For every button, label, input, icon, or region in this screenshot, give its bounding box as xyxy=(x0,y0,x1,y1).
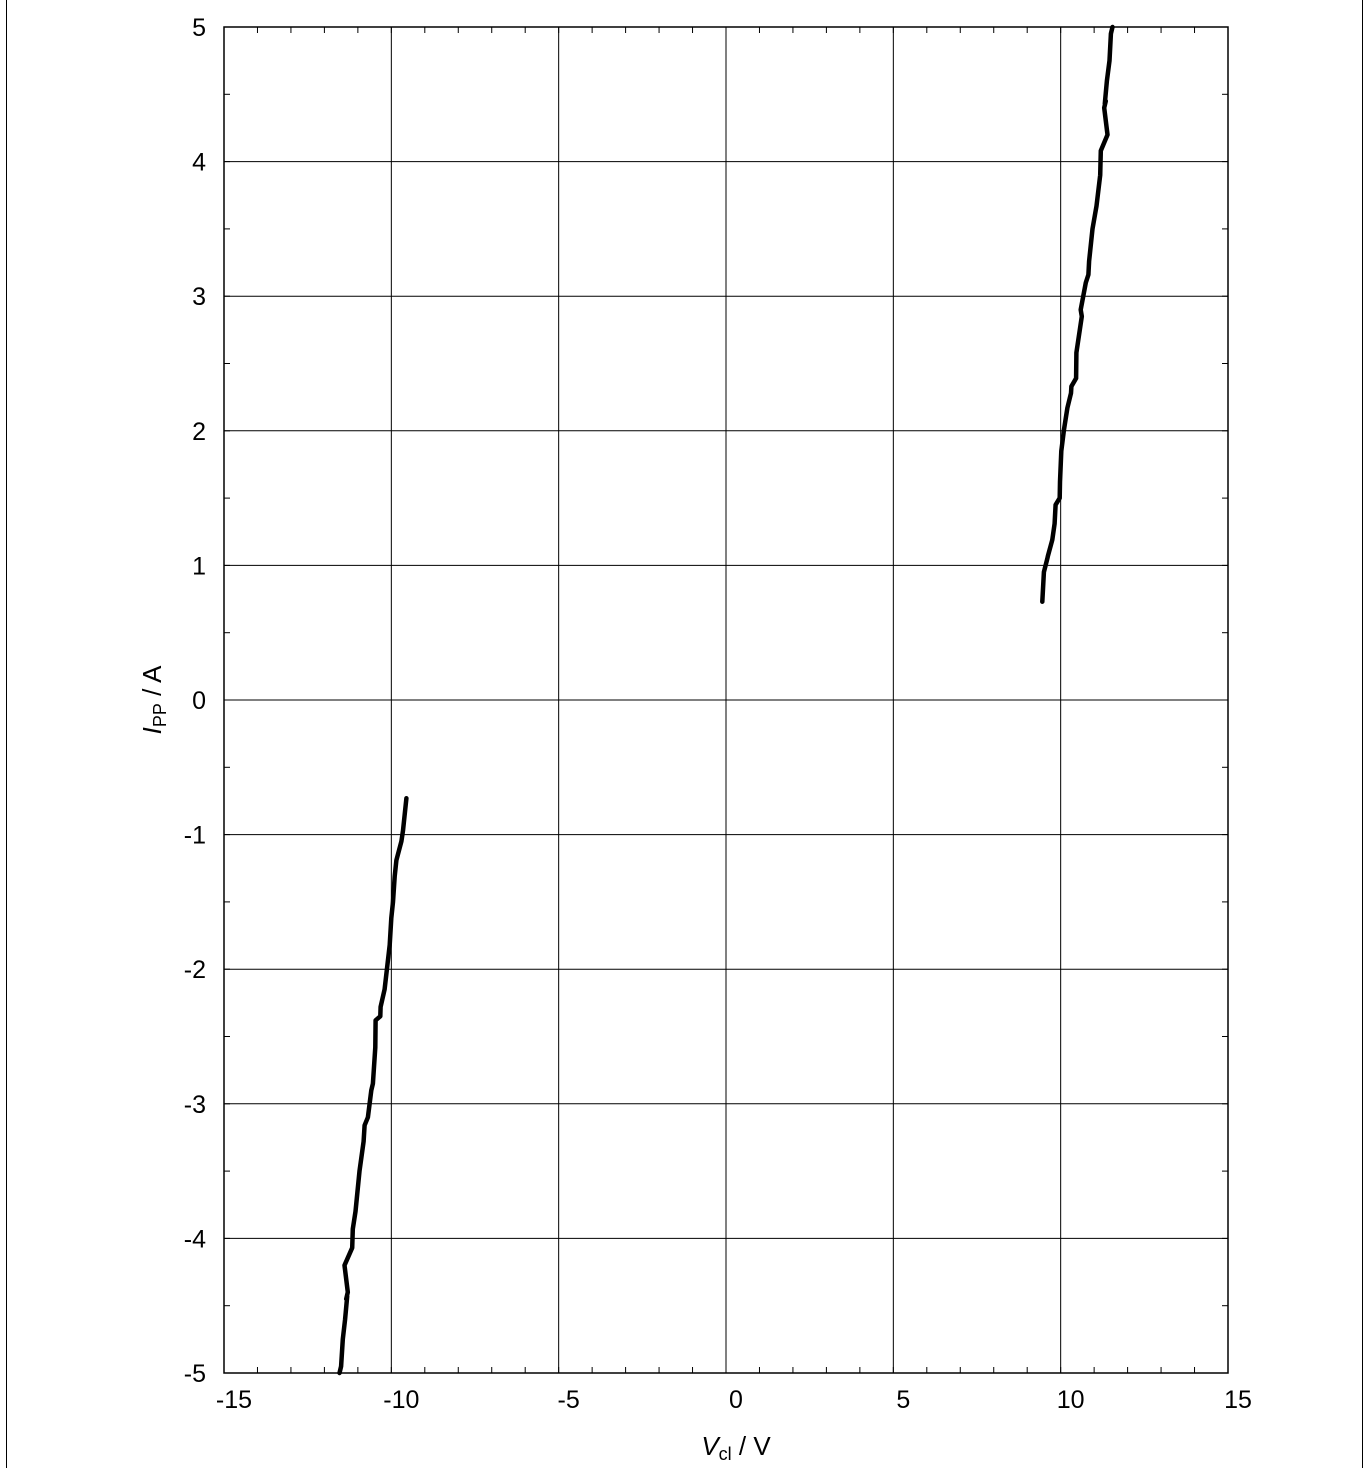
y-tick-label: 1 xyxy=(192,552,206,580)
x-tick-label: 0 xyxy=(729,1386,743,1414)
y-axis-label-sub: PP xyxy=(150,703,170,727)
chart-frame xyxy=(6,0,1363,1468)
y-axis-label: IPP / A xyxy=(137,665,170,734)
y-tick-label: 2 xyxy=(192,418,206,446)
x-tick-labels: -15 -10 -5 0 5 10 15 xyxy=(216,1386,1252,1414)
series-layer xyxy=(337,24,1115,1376)
x-tick-label: -5 xyxy=(558,1386,580,1414)
y-tick-labels: -5 -4 -3 -2 -1 0 1 2 3 4 5 xyxy=(184,14,206,1388)
grid-lines xyxy=(224,27,1228,1373)
y-tick-label: 4 xyxy=(192,149,206,177)
y-tick-label: 0 xyxy=(192,687,206,715)
x-axis-label-main: V xyxy=(701,1431,721,1461)
y-axis-label-unit: / A xyxy=(137,665,167,703)
y-axis-label-main: I xyxy=(137,727,167,734)
y-tick-label: -3 xyxy=(184,1091,206,1119)
x-axis-label-unit: / V xyxy=(732,1431,772,1461)
data-series-line-1 xyxy=(1040,24,1115,604)
data-series-line-2 xyxy=(337,796,409,1376)
minor-ticks xyxy=(224,27,1228,1373)
y-tick-label: -5 xyxy=(184,1360,206,1388)
x-tick-label: 10 xyxy=(1057,1386,1085,1414)
x-tick-label: -15 xyxy=(216,1386,252,1414)
x-tick-label: 15 xyxy=(1224,1386,1252,1414)
x-tick-label: 5 xyxy=(896,1386,910,1414)
x-axis-label-sub: cl xyxy=(719,1444,732,1464)
x-axis-label: Vcl / V xyxy=(701,1431,771,1464)
y-tick-label: -2 xyxy=(184,956,206,984)
y-tick-label: -4 xyxy=(184,1225,206,1253)
y-tick-label: 3 xyxy=(192,283,206,311)
plot-area-border xyxy=(223,26,1229,1374)
y-tick-label: 5 xyxy=(192,14,206,42)
y-tick-label: -1 xyxy=(184,822,206,850)
x-tick-label: -10 xyxy=(383,1386,419,1414)
